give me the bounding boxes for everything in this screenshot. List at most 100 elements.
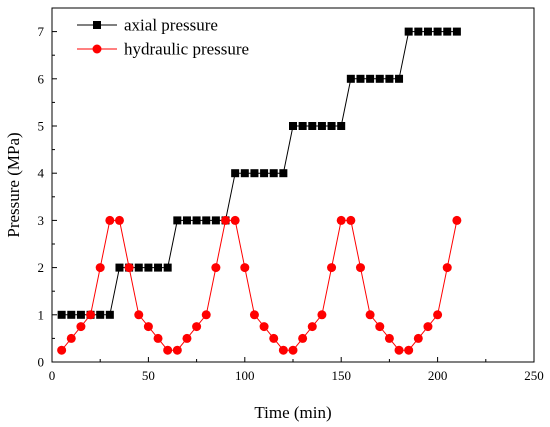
x-tick-label: 200 <box>428 368 448 383</box>
data-point <box>443 27 452 36</box>
y-tick-label: 1 <box>38 307 45 322</box>
data-point <box>269 169 278 178</box>
data-point <box>346 215 356 225</box>
data-point <box>278 345 288 355</box>
data-point <box>231 169 240 178</box>
legend: axial pressure hydraulic pressure <box>77 16 249 59</box>
data-point <box>259 322 269 332</box>
plot-border <box>51 7 535 363</box>
y-tick-label: 6 <box>38 71 45 86</box>
legend-marker <box>92 44 102 54</box>
legend-marker <box>93 21 101 29</box>
data-point <box>76 322 86 332</box>
data-point <box>67 310 76 319</box>
data-point <box>134 263 143 272</box>
data-point <box>385 74 394 83</box>
data-point <box>144 263 153 272</box>
data-point <box>404 27 413 36</box>
data-point <box>154 263 163 272</box>
data-point <box>95 263 105 273</box>
data-point <box>201 310 211 320</box>
data-point <box>433 27 442 36</box>
data-point <box>57 310 66 319</box>
data-point <box>230 215 240 225</box>
legend-item: axial pressure <box>77 16 218 35</box>
data-point <box>249 310 259 320</box>
data-point <box>327 122 336 130</box>
data-point <box>366 74 375 83</box>
data-point <box>86 310 96 320</box>
series-container <box>57 27 462 355</box>
x-tick-label: 0 <box>49 368 56 383</box>
tick-labels: 0 50 100 150 200 250 0 1 2 3 4 5 6 7 <box>38 24 544 383</box>
series-line <box>61 31 457 316</box>
data-point <box>375 322 385 332</box>
legend-label: hydraulic pressure <box>124 40 249 59</box>
series-2 <box>57 215 462 355</box>
data-point <box>143 322 153 332</box>
data-point <box>452 215 462 225</box>
data-point <box>414 27 423 36</box>
y-tick-label: 7 <box>38 24 45 39</box>
x-tick-label: 250 <box>524 368 544 383</box>
axis-ticks <box>51 7 535 363</box>
series-line <box>61 219 458 351</box>
data-point <box>365 310 375 320</box>
data-point <box>317 122 326 130</box>
data-point <box>289 122 297 130</box>
data-point <box>336 215 346 225</box>
data-point <box>114 215 124 225</box>
data-point <box>202 216 211 225</box>
data-point <box>211 263 221 273</box>
data-point <box>355 263 365 273</box>
data-point <box>269 333 279 343</box>
data-point <box>298 333 308 343</box>
data-point <box>394 345 404 355</box>
data-point <box>221 215 231 225</box>
data-point <box>105 215 115 225</box>
data-point <box>308 122 317 130</box>
data-point <box>356 74 365 83</box>
plot-frame <box>51 7 535 363</box>
data-point <box>172 345 182 355</box>
data-point <box>57 345 67 355</box>
data-point <box>153 333 163 343</box>
data-point <box>66 333 76 343</box>
x-tick-label: 150 <box>331 368 351 383</box>
data-point <box>192 322 202 332</box>
data-point <box>307 322 317 332</box>
data-point <box>395 74 404 83</box>
data-point <box>375 74 384 83</box>
data-point <box>384 333 394 343</box>
y-axis-label: Pressure (MPa) <box>4 132 23 237</box>
data-point <box>163 345 173 355</box>
legend-label: axial pressure <box>124 16 218 35</box>
data-point <box>250 169 259 178</box>
data-point <box>317 310 327 320</box>
data-point <box>163 263 172 272</box>
data-point <box>240 169 249 178</box>
data-point <box>182 216 191 225</box>
data-point <box>404 345 414 355</box>
y-tick-label: 0 <box>38 355 45 370</box>
x-tick-label: 50 <box>142 368 155 383</box>
data-point <box>240 263 250 273</box>
legend-item: hydraulic pressure <box>77 40 249 59</box>
data-point <box>346 74 355 83</box>
data-point <box>442 263 452 273</box>
y-tick-label: 5 <box>38 119 45 134</box>
data-point <box>288 345 298 355</box>
data-point <box>124 263 134 273</box>
data-point <box>105 310 114 319</box>
data-point <box>192 216 201 225</box>
data-point <box>115 263 124 272</box>
data-point <box>173 216 182 225</box>
data-point <box>452 27 461 36</box>
data-point <box>327 263 337 273</box>
data-point <box>423 27 432 36</box>
data-point <box>298 122 307 130</box>
data-point <box>76 310 85 319</box>
y-tick-label: 3 <box>38 213 45 228</box>
data-point <box>182 333 192 343</box>
